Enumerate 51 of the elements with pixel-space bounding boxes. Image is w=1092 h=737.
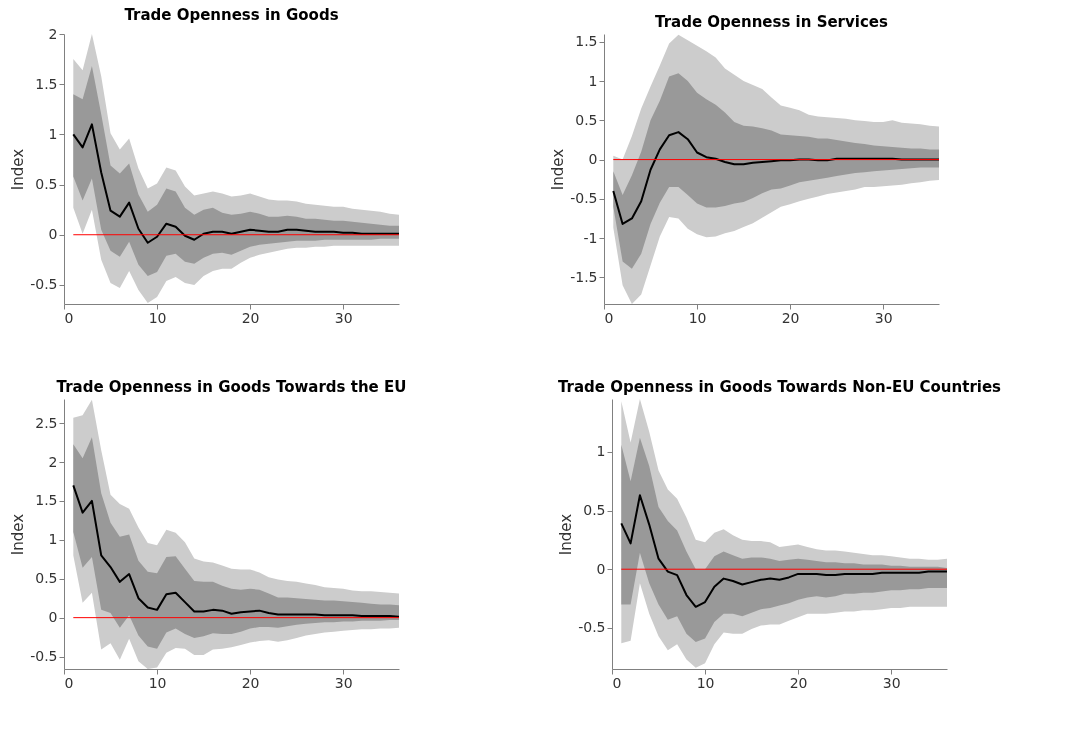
y-tick-label: 0.5 bbox=[583, 502, 606, 519]
chart-title: Trade Openness in Goods bbox=[124, 6, 339, 24]
x-tick-label: 30 bbox=[874, 309, 893, 326]
x-tick-label: 30 bbox=[334, 309, 353, 326]
y-tick-label: 0 bbox=[596, 560, 606, 577]
chart-title: Trade Openness in Goods Towards the EU bbox=[56, 378, 407, 396]
chart-title: Trade Openness in Services bbox=[655, 13, 888, 31]
x-tick-label: 20 bbox=[241, 309, 260, 326]
y-tick-label: 0 bbox=[48, 226, 58, 243]
line-series bbox=[72, 123, 400, 244]
y-tick-label: 1 bbox=[48, 531, 58, 548]
x-tick-label: 30 bbox=[882, 674, 901, 691]
y-tick-label: 2 bbox=[48, 25, 58, 42]
y-tick-label: 0.5 bbox=[35, 176, 58, 193]
y-tick-label: -0.5 bbox=[30, 648, 58, 665]
x-tick-label: 0 bbox=[64, 309, 74, 326]
y-tick-label: -0.5 bbox=[570, 190, 598, 207]
y-tick-label: -0.5 bbox=[30, 276, 58, 293]
y-tick-label: -0.5 bbox=[578, 619, 606, 636]
y-tick-label: 1.5 bbox=[35, 75, 58, 92]
y-tick-label: 1 bbox=[596, 443, 606, 460]
x-tick-label: 10 bbox=[688, 309, 707, 326]
x-tick-label: 20 bbox=[781, 309, 800, 326]
line-series bbox=[620, 494, 948, 608]
y-axis-title: Index bbox=[9, 513, 28, 556]
y-tick-label: 2 bbox=[48, 453, 58, 470]
x-tick-label: 20 bbox=[789, 674, 808, 691]
y-tick-label: 1.5 bbox=[575, 33, 598, 50]
x-tick-label: 10 bbox=[148, 674, 167, 691]
x-tick-label: 20 bbox=[241, 674, 260, 691]
y-tick-label: 0.5 bbox=[575, 111, 598, 128]
y-tick-label: 1 bbox=[48, 125, 58, 142]
y-tick-label: 0.5 bbox=[35, 570, 58, 587]
x-tick-label: 10 bbox=[148, 309, 167, 326]
y-axis-title: Index bbox=[9, 148, 28, 191]
y-tick-label: -1 bbox=[583, 229, 598, 246]
line-series bbox=[72, 484, 400, 618]
y-tick-label: 1.5 bbox=[35, 492, 58, 509]
line-series bbox=[612, 131, 940, 225]
x-tick-label: 10 bbox=[696, 674, 715, 691]
y-tick-label: 2.5 bbox=[35, 414, 58, 431]
y-tick-label: 1 bbox=[588, 72, 598, 89]
x-tick-label: 30 bbox=[334, 674, 353, 691]
y-tick-label: 0 bbox=[588, 151, 598, 168]
y-axis-title: Index bbox=[557, 513, 576, 556]
chart-title: Trade Openness in Goods Towards Non-EU Countries bbox=[557, 378, 1002, 396]
y-tick-label: -1.5 bbox=[570, 268, 598, 285]
x-tick-label: 0 bbox=[64, 674, 74, 691]
y-axis-title: Index bbox=[549, 148, 568, 191]
x-tick-label: 0 bbox=[612, 674, 622, 691]
y-tick-label: 0 bbox=[48, 609, 58, 626]
